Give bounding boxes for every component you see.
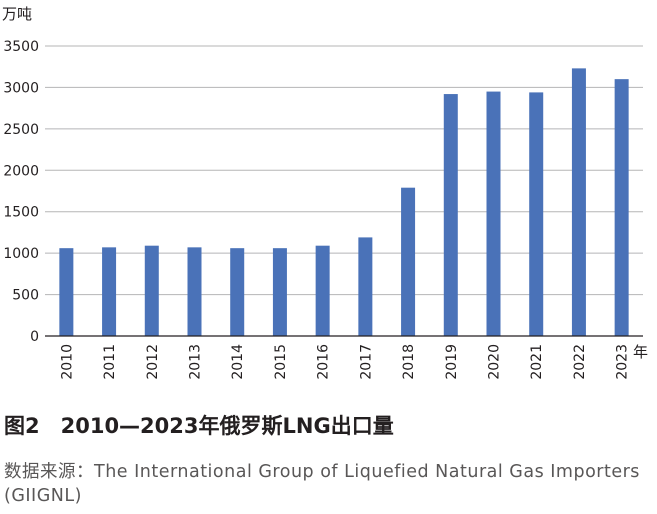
x-tick-label: 2011 [102,344,118,380]
figure-title: 图2 2010—2023年俄罗斯LNG出口量 [4,414,394,438]
bar [401,187,416,336]
bar [571,68,586,336]
bar [529,92,544,337]
bar [443,94,458,336]
gridlines [45,45,643,296]
x-tick-label: 2014 [230,344,246,380]
bar [272,248,287,336]
y-tick-label: 3500 [3,39,39,55]
x-tick-label: 2010 [59,344,75,380]
bars [59,68,629,337]
y-tick-label: 3000 [3,80,39,96]
y-axis-unit-label: 万吨 [2,5,32,23]
bar [315,245,330,336]
figure-source: 数据来源：The International Group of Liquefie… [4,462,640,506]
x-axis-tick-labels: 2010 2011 2012 2013 2014 2015 2016 2017 2018 2019… [59,344,630,380]
bar [486,91,501,336]
y-tick-label: 2500 [3,122,39,138]
bar [102,247,117,336]
bar [59,248,74,336]
bar [144,245,159,336]
y-tick-label: 1000 [3,246,39,262]
bar [358,237,373,336]
x-axis-unit-label: 年 [633,343,648,361]
x-tick-label: 2020 [487,344,503,380]
x-tick-label: 2022 [572,344,588,380]
bar-chart: 万吨 0 500 1000 1500 2000 2500 3000 3500 2010 2011… [2,5,648,380]
x-tick-label: 2023 [615,344,631,380]
x-tick-label: 2017 [358,344,374,380]
y-tick-label: 500 [12,288,39,304]
y-tick-label: 1500 [3,205,39,221]
x-tick-label: 2018 [401,344,417,380]
x-tick-label: 2019 [444,344,460,380]
x-tick-label: 2012 [145,344,161,380]
y-tick-label: 0 [30,329,39,345]
y-axis-tick-labels: 0 500 1000 1500 2000 2500 3000 3500 [3,39,39,345]
y-tick-label: 2000 [3,163,39,179]
x-tick-label: 2015 [273,344,289,380]
bar [614,79,629,337]
x-tick-label: 2021 [529,344,545,380]
bar [187,247,202,336]
x-tick-label: 2016 [316,344,332,380]
bar [230,248,245,336]
x-tick-label: 2013 [188,344,204,380]
